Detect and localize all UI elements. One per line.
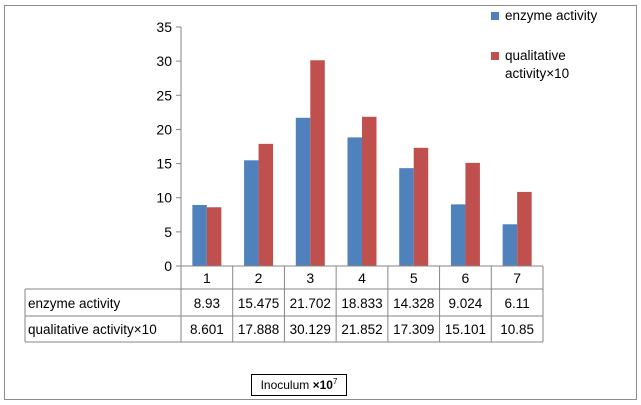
bar-qualitative-activity xyxy=(413,147,429,266)
bar-qualitative-activity xyxy=(465,162,480,266)
bar-enzyme-activity xyxy=(450,204,466,266)
bar-qualitative-activity xyxy=(362,116,377,266)
legend-swatch xyxy=(491,12,499,20)
table-cell-value: 10.85 xyxy=(500,322,534,337)
table-cell-value: 9.024 xyxy=(449,296,483,311)
y-tick-label: 30 xyxy=(156,53,172,69)
x-tick-label: 7 xyxy=(513,270,521,286)
bar-qualitative-activity xyxy=(310,60,325,267)
bar-enzyme-activity xyxy=(244,160,259,266)
y-tick-label: 0 xyxy=(164,258,172,274)
legend-label: qualitative xyxy=(505,48,566,63)
table-row-label: qualitative activity×10 xyxy=(28,322,157,337)
table-cell-value: 30.129 xyxy=(290,322,331,337)
y-tick-label: 10 xyxy=(156,190,172,206)
bar-enzyme-activity xyxy=(192,205,207,266)
x-tick-label: 6 xyxy=(462,270,470,286)
legend-label: enzyme activity xyxy=(505,8,598,23)
x-tick-label: 4 xyxy=(358,270,366,286)
y-tick-label: 5 xyxy=(164,224,172,240)
table-cell-value: 6.11 xyxy=(505,296,530,311)
x-axis-label-multiplier: ×10 xyxy=(312,378,333,392)
legend-label: activity×10 xyxy=(505,66,569,81)
bar-enzyme-activity xyxy=(295,117,311,267)
bar-qualitative-activity xyxy=(258,143,274,266)
y-tick-label: 35 xyxy=(156,19,172,35)
table-cell-value: 17.888 xyxy=(238,322,279,337)
table-cell-value: 14.328 xyxy=(393,296,434,311)
table-cell-value: 8.601 xyxy=(190,322,224,337)
x-axis-label-text: Inoculum xyxy=(260,378,313,392)
x-tick-label: 5 xyxy=(410,270,418,286)
y-tick-label: 15 xyxy=(156,156,172,172)
x-tick-label: 2 xyxy=(255,270,263,286)
bar-qualitative-activity xyxy=(206,207,222,266)
table-cell-value: 18.833 xyxy=(341,296,382,311)
table-cell-value: 21.852 xyxy=(341,322,382,337)
table-cell-value: 8.93 xyxy=(194,296,220,311)
x-axis-label: Inoculum ×107 xyxy=(251,374,347,396)
bar-enzyme-activity xyxy=(502,224,518,266)
table-cell-value: 17.309 xyxy=(393,322,434,337)
table-row-label: enzyme activity xyxy=(28,296,121,311)
x-tick-label: 1 xyxy=(203,270,211,286)
table-cell-value: 15.475 xyxy=(238,296,279,311)
table-cell-value: 15.101 xyxy=(445,322,486,337)
bar-enzyme-activity xyxy=(347,137,362,266)
y-tick-label: 20 xyxy=(156,121,172,137)
y-tick-label: 25 xyxy=(156,87,172,103)
chart-frame xyxy=(4,5,637,400)
x-axis-label-exponent: 7 xyxy=(332,377,338,386)
table-cell-value: 21.702 xyxy=(290,296,331,311)
bar-enzyme-activity xyxy=(399,168,414,266)
x-tick-label: 3 xyxy=(306,270,314,286)
legend-swatch xyxy=(491,52,499,60)
bar-qualitative-activity xyxy=(517,191,532,266)
